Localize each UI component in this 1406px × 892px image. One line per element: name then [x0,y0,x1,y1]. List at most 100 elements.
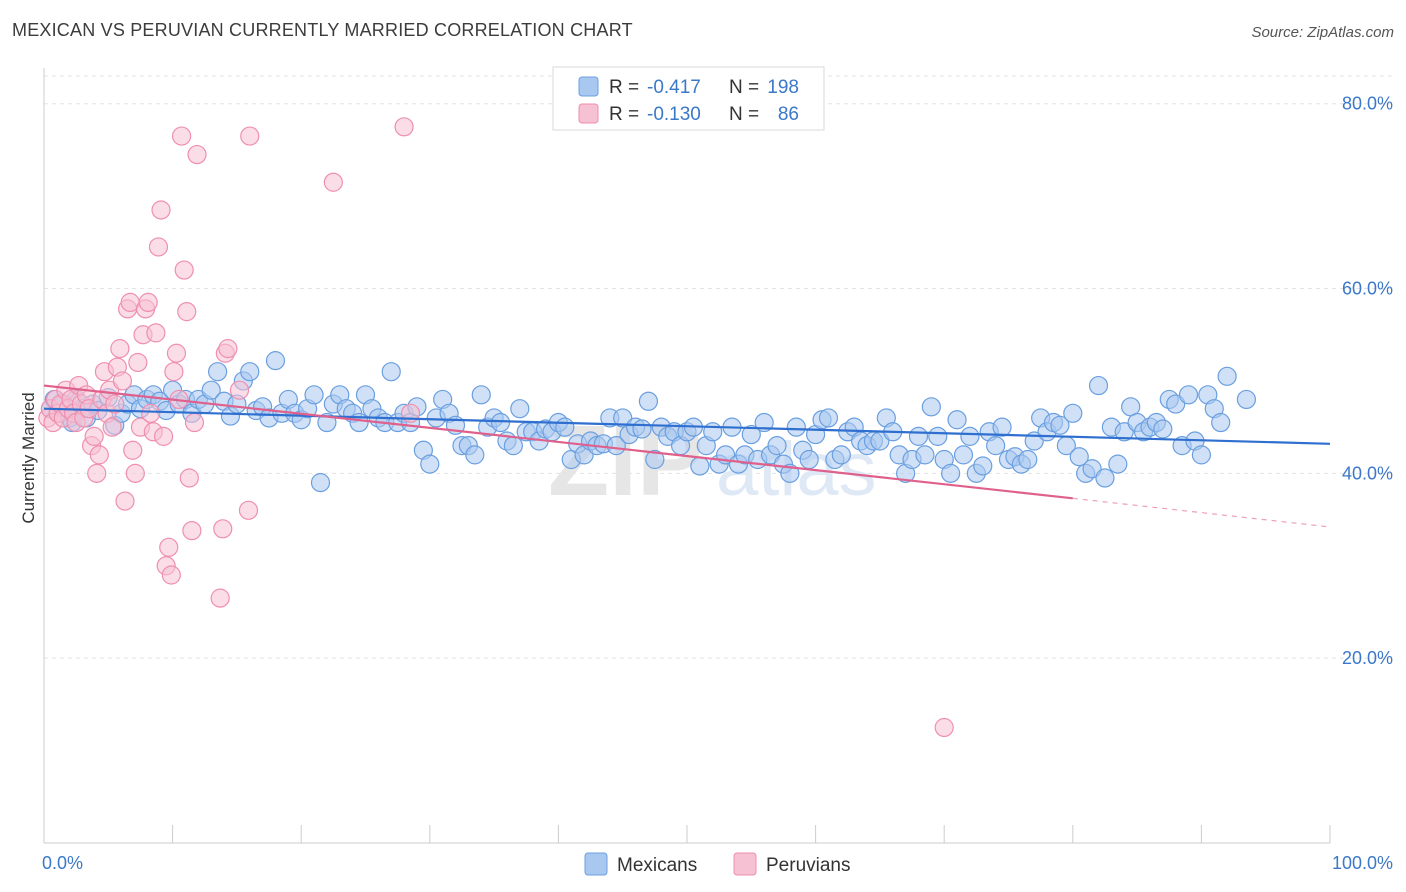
mexicans-point [1082,459,1102,479]
mexicans-point [973,456,993,476]
mexicans-point [1069,447,1089,467]
mexicans-point [1018,449,1038,470]
mexicans-point [310,473,331,493]
mexicans-point [1153,419,1173,439]
peruvians-r-value: -0.130 [647,104,701,125]
mexicans-point [928,426,948,446]
peruvians-point [187,144,207,165]
mexicans-point [786,417,806,437]
mexicans-point [799,449,819,470]
peruvians-point [153,426,174,446]
y-tick-label: 40.0% [1342,463,1393,483]
peruvians-point [112,371,133,391]
mexicans-point [1088,375,1109,396]
peruvians-point [141,403,161,423]
mexicans-point [208,362,228,382]
mexicans-point [915,445,935,465]
legend-peruvians-label: Peruvians [766,855,851,876]
peruvians-point [89,445,109,465]
peruvians-point [394,117,414,137]
peruvians-point [213,519,233,539]
chart-title: MEXICAN VS PERUVIAN CURRENTLY MARRIED CO… [12,20,633,40]
mexicans-point [632,419,652,439]
mexicans-point [941,463,961,483]
peruvians-point [115,491,135,511]
mexicans-n-label: N = [729,77,759,98]
mexicans-point [381,362,401,382]
mexicans-point [420,454,440,474]
mexicans-point [240,362,260,382]
mexicans-point [992,417,1012,437]
x-tick-label-start: 0.0% [42,853,83,873]
mexicans-point [490,412,511,433]
peruvians-point [87,463,107,483]
peruvians-point [148,237,169,257]
mexicans-point [471,385,491,405]
mexicans-point [638,391,659,411]
mexicans-point [503,436,523,456]
mexicans-point [1095,468,1115,488]
mexicans-point [1191,445,1212,465]
peruvians-point [229,380,250,400]
mexicans-point [606,436,626,456]
mexicans-point [465,445,485,465]
stats-legend: R = -0.417 N = 198 R = -0.130 N = 86 [552,66,825,131]
mexicans-point [1236,389,1257,410]
legend-mexicans-label: Mexicans [617,855,697,876]
mexicans-trend-line [43,407,1331,445]
peruvians-point [323,172,343,192]
peruvians-point [146,323,166,343]
peruvians-point [84,426,104,446]
peruvians-n-label: N = [729,104,759,125]
mexicans-point [986,436,1006,456]
peruvians-point [182,521,202,541]
mexicans-point [1050,415,1070,435]
chart-source: Source: ZipAtlas.com [1251,24,1394,41]
legend-mexicans-swatch [584,852,608,876]
axes [43,68,1331,844]
mexicans-point [767,436,787,456]
peruvians-point [166,343,187,363]
peruvians-point [218,339,238,359]
peruvians-point [110,339,130,359]
mexicans-point [818,408,839,428]
peruvians-point [151,200,171,220]
mexicans-point [703,422,723,442]
mexicans-point [741,424,761,445]
peruvians-n-value: 86 [778,104,799,125]
mexicans-point [1178,385,1199,405]
mexicans-point [690,456,710,476]
mexicans-point [510,399,530,419]
peruvians-point [210,588,230,608]
peruvians-point [128,352,148,373]
mexicans-r-label: R = [609,77,639,98]
mexicans-point [831,445,851,465]
peruvians-swatch [578,103,599,124]
mexicans-point [304,385,324,405]
peruvians-point [125,463,145,483]
mexicans-point [1211,412,1231,433]
mexicans-point [645,449,665,470]
mexicans-point [1108,454,1128,474]
peruvians-point [174,260,194,280]
mexicans-point [921,397,941,417]
peruvians-point [138,292,158,313]
y-tick-labels: 20.0% 40.0% 60.0% 80.0% [1342,94,1393,668]
mexicans-point [201,380,221,400]
mexicans-point [947,410,967,430]
peruvians-point [179,468,199,488]
peruvians-point [159,537,179,557]
peruvians-point [934,717,954,738]
peruvians-point [102,417,122,437]
x-tick-labels: 0.0% 100.0% [42,853,1393,873]
y-tick-label: 20.0% [1342,648,1393,668]
peruvians-point [164,362,184,382]
mexicans-point [953,445,974,465]
mexicans-point [1166,394,1186,414]
peruvians-r-label: R = [609,104,639,125]
trend-lines [43,384,1331,528]
peruvians-point [123,440,143,460]
y-tick-label: 80.0% [1342,94,1393,114]
peruvians-point [105,394,125,414]
